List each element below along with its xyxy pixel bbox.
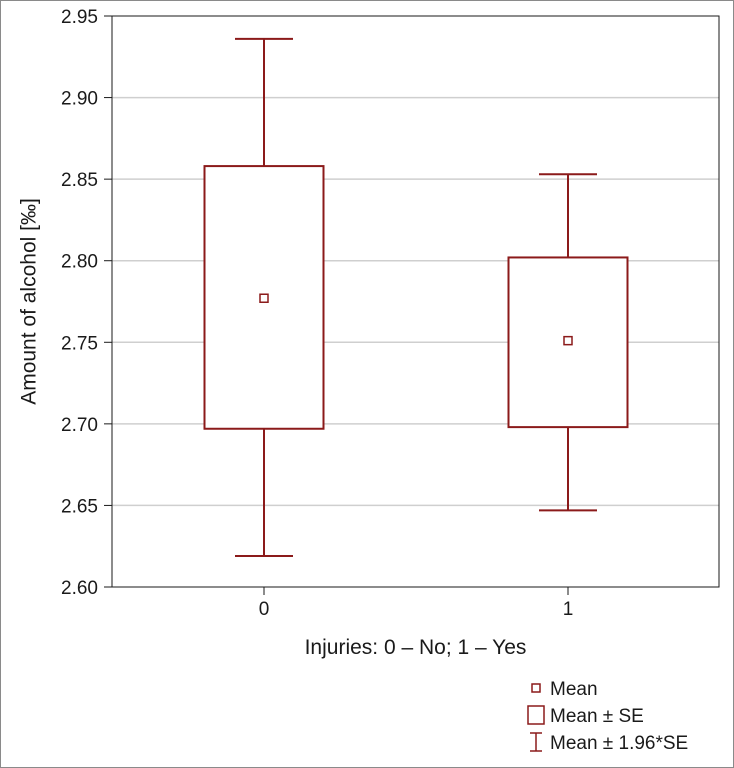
box-series (203, 37, 629, 558)
legend-item-mean-marker: Mean (531, 679, 598, 700)
legend-label: Mean (550, 679, 598, 700)
y-tick-label: 2.75 (61, 333, 98, 354)
x-tick-label: 0 (259, 599, 270, 620)
y-tick-label: 2.85 (61, 170, 98, 191)
y-axis-title: Amount of alcohol [‰] (18, 198, 41, 405)
legend-item-box: Mean ± SE (527, 705, 644, 727)
mean-marker (563, 335, 573, 346)
y-axis-ticks: 2.60 2.65 2.70 2.75 2.80 2.85 2.90 2.95 (61, 7, 112, 599)
legend-mean-symbol (531, 683, 541, 693)
plot-area (111, 15, 720, 588)
y-tick-label: 2.80 (61, 252, 98, 273)
legend: Mean Mean ± SE Mean ± 1.96*SE (527, 679, 688, 754)
legend-label: Mean ± 1.96*SE (550, 733, 688, 754)
box-group-1 (507, 173, 629, 512)
box-group-0 (203, 37, 325, 558)
y-tick-label: 2.70 (61, 415, 98, 436)
legend-item-whisker: Mean ± 1.96*SE (530, 732, 688, 754)
y-tick-label: 2.95 (61, 7, 98, 28)
x-axis-title: Injuries: 0 – No; 1 – Yes (305, 636, 527, 659)
x-tick-label: 1 (563, 599, 574, 620)
legend-label: Mean ± SE (550, 706, 644, 727)
y-tick-label: 2.90 (61, 89, 98, 110)
legend-box-symbol (527, 705, 545, 725)
y-tick-label: 2.60 (61, 578, 98, 599)
y-tick-label: 2.65 (61, 496, 98, 517)
mean-marker (259, 293, 269, 303)
